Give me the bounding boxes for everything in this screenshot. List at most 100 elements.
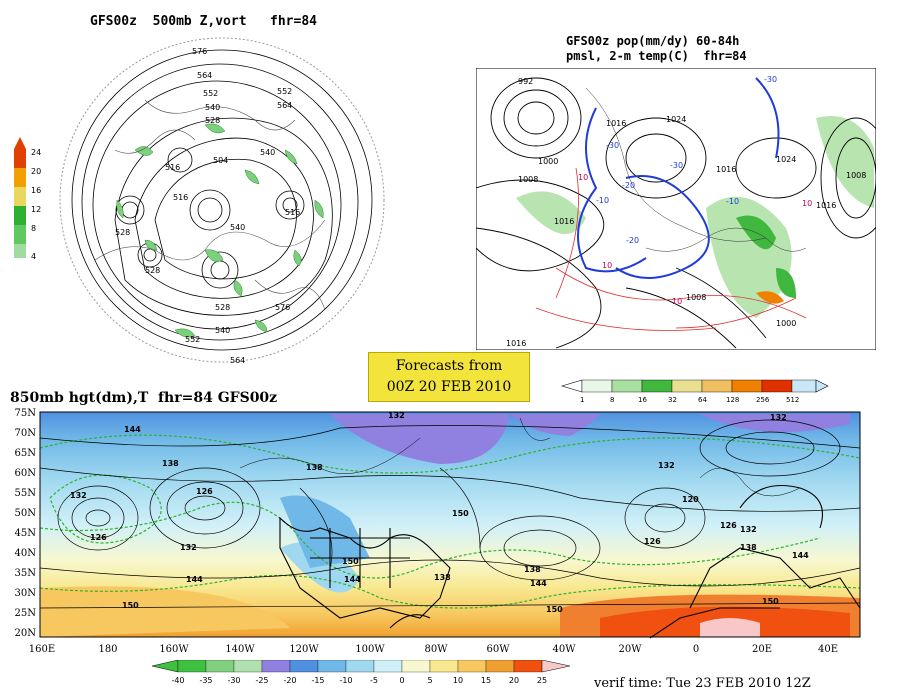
- panel1-cbar-tick: 16: [31, 186, 41, 195]
- panel2-temp-label: 10: [578, 173, 588, 182]
- panel3-height-label: 120: [682, 495, 699, 504]
- panel3-cbar-tick: 5: [427, 676, 432, 685]
- panel2-title-line2: pmsl, 2-m temp(C) fhr=84: [566, 49, 747, 63]
- panel3-lon-label: 100W: [355, 644, 385, 655]
- panel2-temp-label: 10: [602, 261, 612, 270]
- panel2-title-line1: GFS00z pop(mm/dy) 60-84h: [566, 34, 740, 48]
- panel2-isobar-label: 1008: [846, 171, 866, 180]
- panel3-height-label: 132: [180, 543, 197, 552]
- panel3-height-label: 132: [658, 461, 675, 470]
- panel2-isobar-label: 1016: [606, 119, 626, 128]
- panel2-cbar-tick: 256: [756, 396, 770, 404]
- panel3-height-label: 126: [196, 487, 213, 496]
- panel3-lat-label: 40N: [15, 548, 37, 559]
- panel3-title: 850mb hgt(dm),T fhr=84 GFS00z: [10, 390, 278, 406]
- panel3-cbar-tick: -5: [370, 676, 378, 685]
- panel3-lon-label: 80W: [424, 644, 448, 655]
- panel3-cbar-tick: -25: [255, 676, 268, 685]
- panel3-lon-label: 60W: [486, 644, 510, 655]
- panel3-lat-label: 20N: [15, 628, 37, 639]
- panel1-contour-label: 528: [115, 228, 130, 237]
- panel2-isobar-label: 1008: [518, 175, 538, 184]
- panel3-height-label: 138: [434, 573, 451, 582]
- panel3-lon-label: 0: [693, 644, 699, 655]
- panel3-lat-label: 25N: [15, 608, 37, 619]
- panel3-lat-label: 30N: [15, 588, 37, 599]
- panel1-cbar-tick: 8: [31, 224, 36, 233]
- panel3-height-label: 150: [342, 557, 359, 566]
- panel3-height-label: 144: [124, 425, 141, 434]
- panel1-contour-label: 576: [275, 303, 290, 312]
- panel3-height-label: 138: [524, 565, 541, 574]
- panel3-height-label: 138: [740, 543, 757, 552]
- panel3-cbar-tick: -35: [199, 676, 212, 685]
- panel3-height-label: 132: [770, 413, 787, 422]
- panel3-height-label: 144: [344, 575, 361, 584]
- panel2-isobar-label: 1024: [776, 155, 796, 164]
- panel3-cbar-tick: 20: [509, 676, 519, 685]
- panel2-temp-label: -30: [670, 161, 683, 170]
- panel3-height-label: 126: [90, 533, 107, 542]
- forecast-line1: Forecasts from: [395, 358, 503, 374]
- panel2-temp-label: -20: [622, 181, 635, 190]
- panel3-height-label: 132: [388, 411, 405, 420]
- panel3-height-label: 150: [452, 509, 469, 518]
- panel2-cbar-tick: 64: [698, 396, 707, 404]
- panel3-lon-label: 140W: [225, 644, 255, 655]
- panel2-isobar-label: 1008: [686, 293, 706, 302]
- panel3-cbar-tick: -20: [283, 676, 296, 685]
- panel1-colorbar: 24 20 16 12 8 4: [14, 137, 41, 261]
- panel3-lat-label: 70N: [15, 428, 37, 439]
- panel1-cbar-tick: 4: [31, 252, 36, 261]
- panel3-height-label: 144: [792, 551, 809, 560]
- panel2-temp-label: 10: [672, 297, 682, 306]
- panel3-cbar-tick: -10: [339, 676, 352, 685]
- panel3-height-label: 144: [186, 575, 203, 584]
- panel2-isobar-label: 1016: [554, 217, 574, 226]
- panel1-map: 576 564 552 540 528 516 504 540 552 564 …: [59, 37, 385, 365]
- panel1-contour-label: 552: [277, 87, 292, 96]
- panel2-cbar-tick: 32: [668, 396, 677, 404]
- panel2-temp-label: 10: [802, 199, 812, 208]
- panel3-cbar-tick: -15: [311, 676, 324, 685]
- panel1-contour-label: 540: [205, 103, 220, 112]
- panel3-height-label: 126: [644, 537, 661, 546]
- panel1-contour-label: 540: [230, 223, 245, 232]
- panel3-lon-label: 160E: [29, 644, 55, 655]
- panel3-lon-label: 180: [98, 644, 117, 655]
- panel1-contour-label: 516: [173, 193, 188, 202]
- panel2-isobar-label: 1016: [506, 339, 526, 348]
- panel2-isobar-label: 1024: [666, 115, 686, 124]
- panel3-map: 144 132 138 126 132 126 138 132 144 150 …: [15, 408, 861, 655]
- panel2-cbar-tick: 512: [786, 396, 799, 404]
- panel3-lon-label: 20E: [752, 644, 772, 655]
- panel3-lat-label: 75N: [15, 408, 37, 419]
- panel1-contour-label: 576: [192, 47, 207, 56]
- panel1-contour-label: 528: [205, 116, 220, 125]
- panel1-cbar-tick: 24: [31, 148, 41, 157]
- panel3-cbar-tick: 10: [453, 676, 463, 685]
- panel2-temp-label: -10: [726, 197, 739, 206]
- panel3-height-label: 150: [762, 597, 779, 606]
- panel2-isobar-label: 1000: [538, 157, 558, 166]
- panel2-isobar-label: 992: [518, 77, 533, 86]
- panel1-cbar-tick: 20: [31, 167, 41, 176]
- panel1-contour-label: 552: [203, 89, 218, 98]
- panel3-height-label: 150: [122, 601, 139, 610]
- panel2-cbar-tick: 1: [580, 396, 584, 404]
- panel3-lon-label: 20W: [618, 644, 642, 655]
- panel2-map: 992 1000 1008 1016 1024 1016 1008 1000 1…: [476, 68, 876, 350]
- panel1-contour-label: 516: [285, 208, 300, 217]
- verif-time: verif time: Tue 23 FEB 2010 12Z: [594, 676, 811, 691]
- panel3-height-label: 132: [70, 491, 87, 500]
- panel1-contour-label: 564: [197, 71, 212, 80]
- panel2-cbar-tick: 16: [638, 396, 647, 404]
- panel1-contour-label: 528: [215, 303, 230, 312]
- panel3-lat-label: 60N: [15, 468, 37, 479]
- panel1-cbar-tick: 12: [31, 205, 41, 214]
- panel2-colorbar: 1 8 16 32 64 128 256 512: [560, 379, 829, 404]
- panel2-temp-label: -10: [596, 196, 609, 205]
- panel1-contour-label: 528: [145, 266, 160, 275]
- panel1-contour-label: 516: [165, 163, 180, 172]
- panel3-height-label: 132: [740, 525, 757, 534]
